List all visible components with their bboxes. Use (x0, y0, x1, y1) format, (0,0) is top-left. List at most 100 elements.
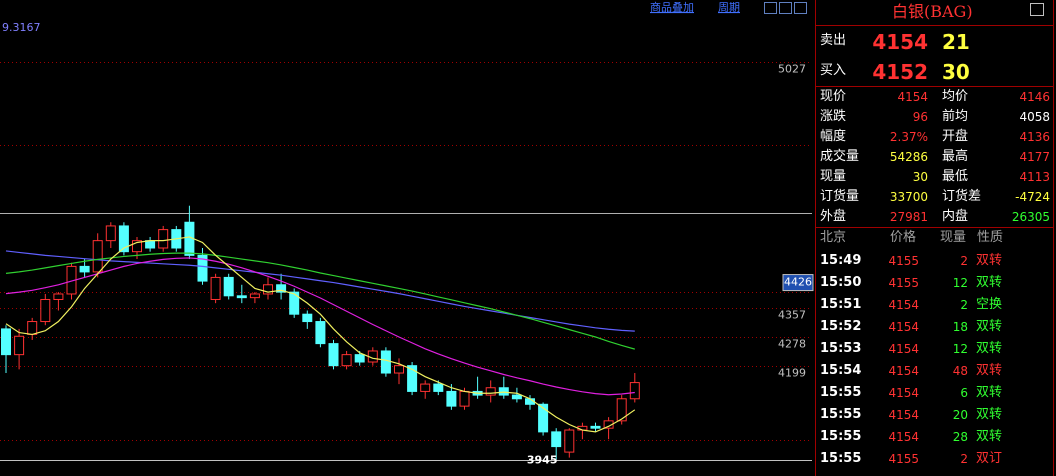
trade-volume: 12 (952, 342, 968, 356)
candle-body (341, 354, 352, 367)
candle-body (27, 321, 38, 335)
trade-kind: 双订 (976, 451, 1003, 466)
window-buttons[interactable] (764, 2, 1044, 16)
candle-body (511, 394, 522, 400)
trade-volume: 20 (952, 408, 968, 422)
field-label: 均价 (942, 89, 969, 104)
field-value: 27981 (889, 210, 928, 224)
trades-header: 性质 (977, 230, 1004, 245)
trade-kind: 双转 (976, 275, 1003, 290)
candle-body (407, 365, 418, 392)
button[interactable] (1030, 3, 1044, 16)
trade-price: 4154 (888, 298, 919, 312)
field-value: -4724 (1015, 190, 1050, 204)
trades-header: 价格 (890, 230, 917, 245)
candle-body (158, 229, 169, 249)
candle-body (132, 240, 142, 253)
trade-price: 4154 (888, 364, 919, 378)
candle-body (1, 328, 11, 356)
trade-volume: 2 (960, 452, 968, 466)
candle-body (14, 335, 25, 356)
trade-volume: 28 (952, 430, 968, 444)
trade-time: 15:55 (820, 451, 862, 466)
trade-price: 4154 (888, 386, 919, 400)
quote-label: 买入 (820, 63, 847, 78)
trade-price: 4155 (888, 254, 919, 268)
candle-body (433, 383, 444, 392)
trade-volume: 6 (960, 386, 968, 400)
trade-time: 15:52 (820, 319, 862, 334)
field-label: 开盘 (942, 129, 969, 144)
trade-price: 4154 (888, 342, 919, 356)
trade-volume: 18 (952, 320, 968, 334)
candle-body (263, 284, 273, 295)
candle-body (485, 387, 496, 396)
trade-time: 15:49 (820, 253, 862, 268)
trade-time: 15:55 (820, 407, 862, 422)
field-label: 幅度 (820, 129, 847, 144)
candle-body (498, 387, 509, 396)
field-value: 4154 (897, 90, 928, 104)
low-marker: 3945 (527, 453, 558, 466)
price-marker-box (782, 274, 814, 292)
y-tick-label: 5027 (778, 63, 806, 76)
field-label: 最低 (942, 169, 969, 184)
field-label: 前均 (942, 109, 969, 124)
trade-time: 15:54 (820, 363, 862, 378)
candle-body (236, 295, 247, 299)
candle-body (223, 276, 234, 297)
button[interactable] (764, 2, 777, 14)
candle-body (210, 276, 221, 300)
field-value: 4177 (1019, 150, 1050, 164)
candle-body (616, 398, 627, 422)
button[interactable] (794, 2, 807, 14)
candle-body (289, 291, 300, 315)
ma-line (5, 250, 635, 332)
trade-kind: 空换 (976, 297, 1003, 312)
candle-body (629, 382, 640, 400)
trade-volume: 12 (952, 276, 968, 290)
candle-body (315, 321, 326, 345)
ma-line (5, 252, 635, 350)
field-label: 涨跌 (820, 109, 847, 124)
y-tick-label: 4278 (778, 338, 806, 351)
candle-body (538, 403, 549, 433)
ma-line (5, 236, 636, 433)
candle-body (302, 313, 313, 323)
trades-header: 北京 (820, 230, 847, 245)
trade-kind: 双转 (976, 319, 1003, 334)
trade-time: 15:50 (820, 275, 862, 290)
candle-body (92, 240, 103, 273)
field-label: 订货量 (820, 189, 860, 204)
trade-time: 15:55 (820, 385, 862, 400)
link[interactable]: 商品叠加 (650, 0, 694, 14)
candle-body (197, 254, 208, 282)
candle-body (564, 429, 575, 453)
field-label: 成交量 (820, 149, 860, 164)
candle-body (145, 240, 156, 249)
button[interactable] (779, 2, 792, 14)
quote-title: 白银(BAG) (892, 2, 973, 21)
trade-price: 4155 (888, 276, 919, 290)
field-value: 4113 (1019, 170, 1050, 184)
trade-volume: 2 (960, 254, 968, 268)
field-label: 订货差 (942, 189, 982, 204)
trade-kind: 双转 (976, 429, 1003, 444)
candle-body (105, 225, 116, 242)
candle-body (459, 390, 470, 407)
candle-body (79, 265, 90, 273)
trade-price: 4154 (888, 430, 919, 444)
field-value: 54286 (889, 150, 928, 164)
quote-price: 4154 (872, 30, 928, 54)
candle-body (354, 354, 365, 363)
candle-body (551, 431, 562, 448)
field-value: 96 (912, 110, 928, 124)
y-tick-label: 4199 (778, 367, 806, 380)
quote-volume: 30 (942, 60, 970, 84)
trade-time: 15:53 (820, 341, 862, 356)
trade-kind: 双转 (976, 253, 1003, 268)
trade-kind: 双转 (976, 363, 1003, 378)
quote-volume: 21 (942, 30, 970, 54)
link[interactable]: 周期 (718, 1, 740, 14)
